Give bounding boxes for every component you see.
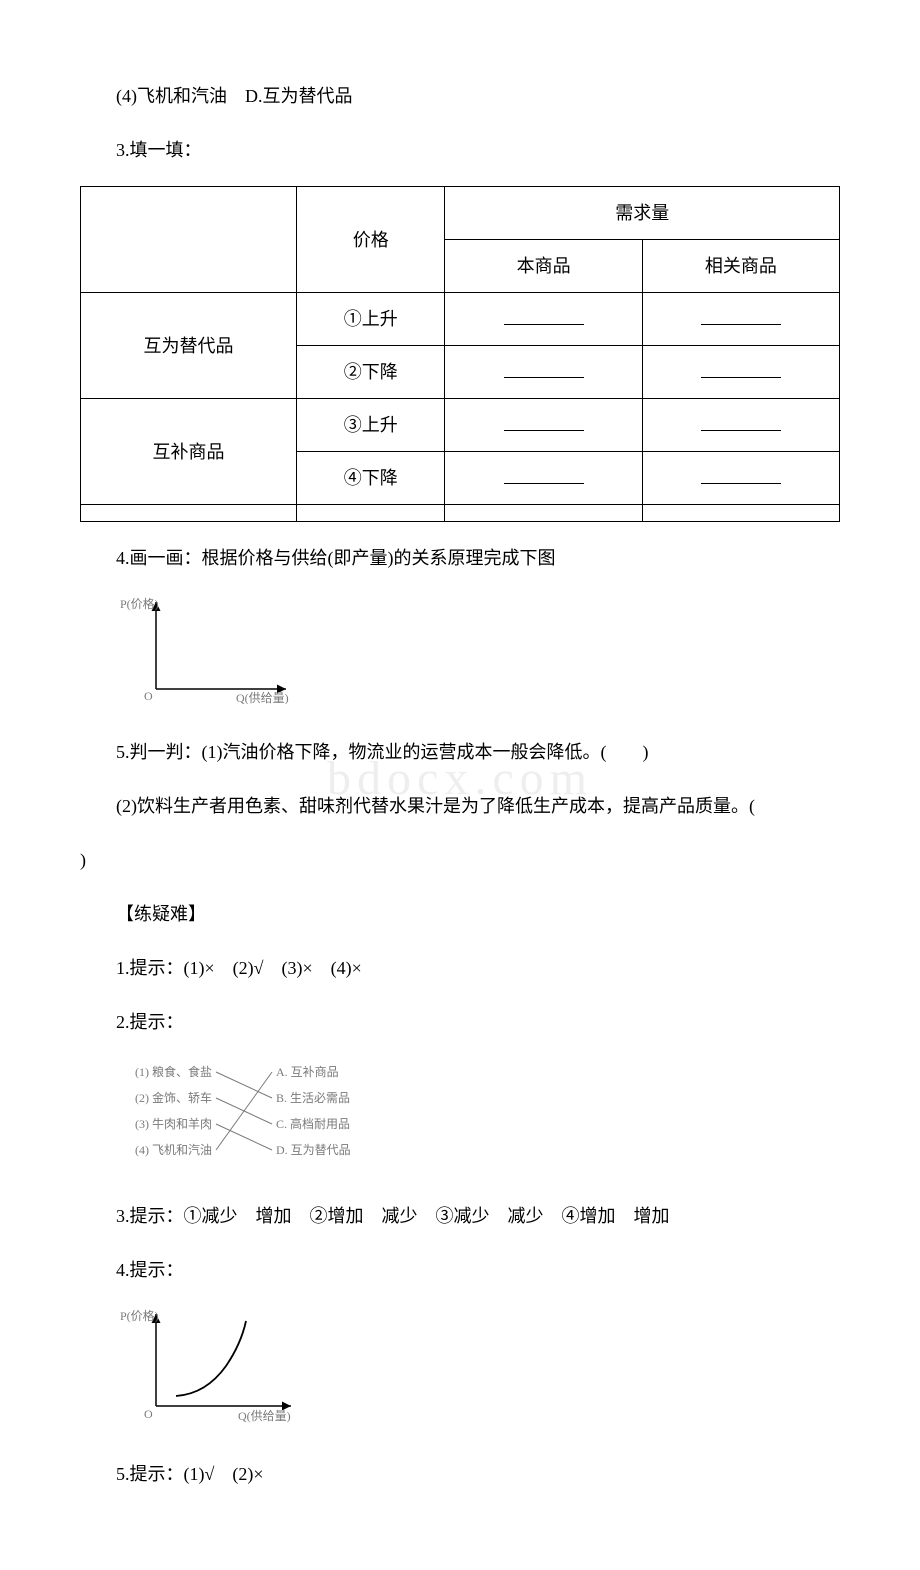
svg-text:(3) 牛肉和羊肉: (3) 牛肉和羊肉 [135, 1116, 212, 1131]
table-row1-price: ①上升 [297, 293, 445, 346]
svg-text:(4) 飞机和汽油: (4) 飞机和汽油 [135, 1142, 212, 1157]
table-complement-label: 互补商品 [81, 399, 297, 505]
svg-text:O: O [144, 1407, 153, 1421]
question-2-item-4: (4)飞机和汽油 D.互为替代品 [80, 78, 840, 114]
table-row3-self [445, 399, 642, 452]
table-row4-self [445, 452, 642, 505]
question-4-header: 4.画一画：根据价格与供给(即产量)的关系原理完成下图 [80, 540, 840, 576]
svg-text:O: O [144, 689, 153, 703]
table-row3-price: ③上升 [297, 399, 445, 452]
table-empty-3 [445, 505, 642, 522]
answer-4-header: 4.提示： [80, 1252, 840, 1288]
question-5a: 5.判一判：(1)汽油价格下降，物流业的运营成本一般会降低。( ) [80, 734, 840, 770]
svg-text:P(价格): P(价格) [120, 1308, 159, 1323]
table-empty-2 [297, 505, 445, 522]
svg-text:(2) 金饰、轿车: (2) 金饰、轿车 [135, 1090, 212, 1105]
answers-section-title: 【练疑难】 [80, 896, 840, 932]
axes-blank-svg: P(价格) Q(供给量) O [116, 594, 316, 704]
svg-text:Q(供给量): Q(供给量) [238, 1409, 291, 1423]
table-blank-header [81, 187, 297, 293]
svg-text:A. 互补商品: A. 互补商品 [276, 1064, 339, 1079]
table-row2-price: ②下降 [297, 346, 445, 399]
matching-diagram: (1) 粮食、食盐 (2) 金饰、轿车 (3) 牛肉和羊肉 (4) 飞机和汽油 A. 互… [116, 1058, 840, 1180]
table-row1-self [445, 293, 642, 346]
table-row2-self [445, 346, 642, 399]
table-row4-related [642, 452, 839, 505]
demand-table: 价格 需求量 本商品 相关商品 互为替代品 ①上升 ②下降 互补商品 ③上升 ④… [80, 186, 840, 522]
table-empty-4 [642, 505, 839, 522]
answer-1: 1.提示：(1)× (2)√ (3)× (4)× [80, 950, 840, 986]
svg-text:(1) 粮食、食盐: (1) 粮食、食盐 [135, 1064, 212, 1079]
matching-svg: (1) 粮食、食盐 (2) 金饰、轿车 (3) 牛肉和羊肉 (4) 飞机和汽油 A. 互… [116, 1058, 416, 1168]
table-row1-related [642, 293, 839, 346]
svg-text:B. 生活必需品: B. 生活必需品 [276, 1091, 350, 1105]
table-row4-price: ④下降 [297, 452, 445, 505]
svg-text:C. 高档耐用品: C. 高档耐用品 [276, 1116, 350, 1131]
table-self-header: 本商品 [445, 240, 642, 293]
answer-5: 5.提示：(1)√ (2)× [80, 1456, 840, 1492]
svg-text:D. 互为替代品: D. 互为替代品 [276, 1143, 351, 1157]
svg-text:Q(供给量): Q(供给量) [236, 691, 289, 704]
question-3-header: 3.填一填： [80, 132, 840, 168]
table-substitute-label: 互为替代品 [81, 293, 297, 399]
answer-3: 3.提示：①减少 增加 ②增加 减少 ③减少 减少 ④增加 增加 [80, 1198, 840, 1234]
supply-curve-svg: P(价格) Q(供给量) O [116, 1306, 316, 1426]
supply-curve-chart: P(价格) Q(供给量) O [116, 1306, 840, 1438]
supply-axes-blank: P(价格) Q(供给量) O [116, 594, 840, 716]
table-row2-related [642, 346, 839, 399]
svg-text:P(价格): P(价格) [120, 596, 159, 611]
table-demand-header: 需求量 [445, 187, 840, 240]
table-empty-1 [81, 505, 297, 522]
table-related-header: 相关商品 [642, 240, 839, 293]
question-5b-line2: ) [80, 842, 840, 878]
answer-2-header: 2.提示： [80, 1004, 840, 1040]
table-row3-related [642, 399, 839, 452]
question-5b-line1: (2)饮料生产者用色素、甜味剂代替水果汁是为了降低生产成本，提高产品质量。( [80, 788, 840, 824]
table-price-header: 价格 [297, 187, 445, 293]
